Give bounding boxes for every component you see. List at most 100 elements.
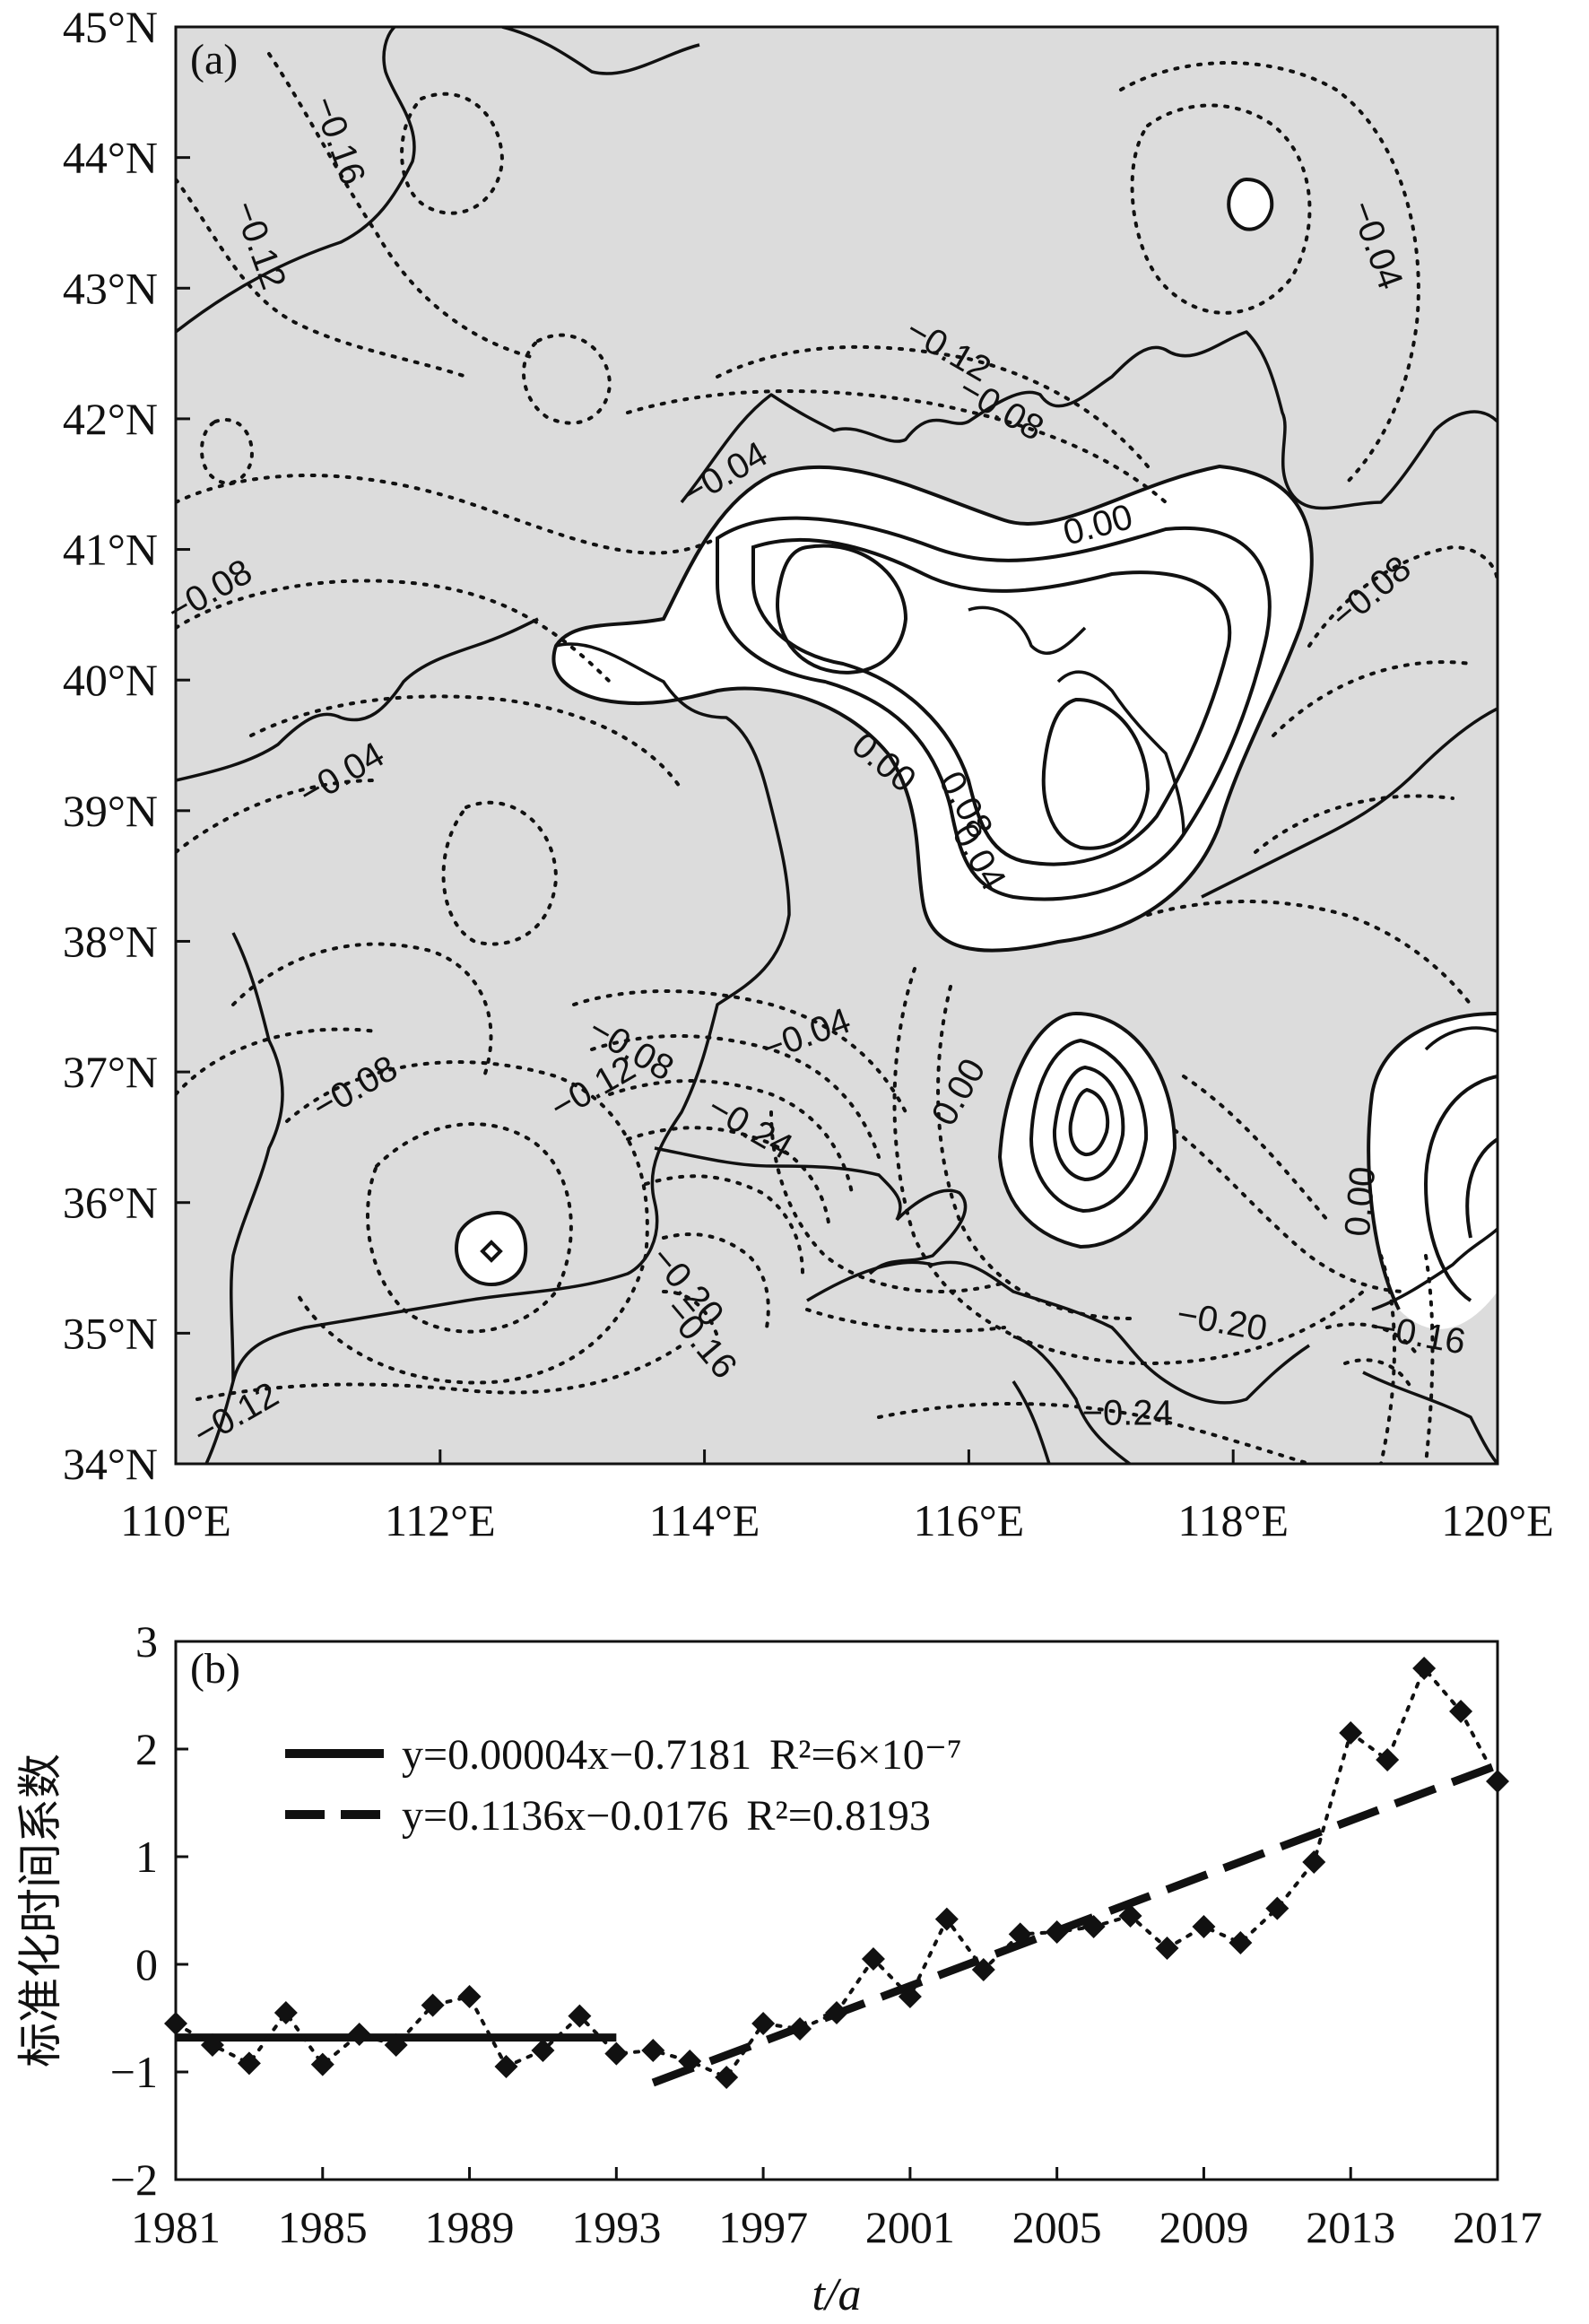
contour-line <box>441 800 559 946</box>
y-tick-label: 2 <box>135 1724 158 1774</box>
data-point <box>1376 1748 1400 1771</box>
x-tick-label: 116°E <box>914 1495 1025 1545</box>
y-tick-label: 42°N <box>63 394 158 444</box>
map-frame <box>174 25 1499 1466</box>
contour-line <box>1272 660 1472 737</box>
data-point <box>1192 1915 1216 1938</box>
y-axis-title: 标准化时间系数 <box>14 1754 66 2067</box>
contour-line <box>1173 1128 1410 1293</box>
y-tick-label: 36°N <box>63 1178 158 1228</box>
contour-line <box>1227 177 1274 231</box>
x-tick-label: 1997 <box>718 2202 808 2252</box>
x-tick-label: 2005 <box>1012 2202 1102 2252</box>
data-point <box>1412 1657 1437 1680</box>
boundary-line <box>1371 1227 1498 1311</box>
map-panel: (a) −0.16−0.12 −0.04−0.12−0.08−0.040.00−0… <box>63 2 1554 1545</box>
data-point <box>494 2055 518 2078</box>
positive-region-west <box>456 1213 526 1284</box>
data-point <box>347 2023 371 2046</box>
boundary-line <box>176 27 416 334</box>
panel-label-a: (a) <box>190 36 238 83</box>
positive-regions <box>456 466 1498 1329</box>
data-point <box>237 2051 261 2076</box>
map-x-ticks: 110°E 112°E 114°E 116°E 118°E 120°E <box>120 1449 1554 1545</box>
data-point <box>715 2066 739 2089</box>
contour-line <box>1465 1137 1498 1239</box>
legend-solid-label: y=0.00004x−0.7181 R²=6×10⁻⁷ <box>402 1731 962 1779</box>
data-point <box>678 2050 702 2073</box>
data-point <box>384 2033 408 2057</box>
y-tick-label: 3 <box>135 1616 158 1667</box>
x-tick-label: 114°E <box>649 1495 760 1545</box>
ts-x-ticks: 1981 1985 1989 1993 1997 2001 2005 2009 2013 2017 <box>131 2167 1542 2252</box>
data-point <box>898 1985 922 2008</box>
contour-line <box>285 1060 649 1385</box>
boundary-line <box>204 642 791 1464</box>
contour-line <box>176 474 719 555</box>
plot-frame <box>174 1640 1499 2181</box>
data-point <box>1008 1922 1032 1946</box>
contour-line <box>1379 1254 1396 1464</box>
contour-line <box>480 1240 503 1263</box>
boundary-line <box>654 1146 902 1221</box>
data-point <box>568 2004 592 2028</box>
data-point <box>1081 1915 1106 1938</box>
boundary-line <box>868 1188 968 1275</box>
contour-line <box>608 1079 854 1195</box>
data-point <box>421 1993 445 2017</box>
contour-line <box>176 178 468 379</box>
x-tick-label: 1985 <box>278 2202 368 2252</box>
x-tick-label: 2001 <box>865 2202 955 2252</box>
data-point <box>934 1907 959 1931</box>
contour-line <box>892 967 1365 1366</box>
contour-line <box>249 694 683 791</box>
y-tick-label: 34°N <box>63 1439 158 1489</box>
legend: y=0.00004x−0.7181 R²=6×10⁻⁷ y=0.1136x−0.0… <box>285 1731 962 1840</box>
boundary-line <box>501 27 700 75</box>
boundaries <box>176 27 1498 1464</box>
contour-line <box>936 985 1132 1320</box>
legend-dashed-label: y=0.1136x−0.0176 R²=0.8193 <box>402 1792 931 1840</box>
boundary-line <box>1424 1026 1498 1051</box>
data-point <box>788 2017 812 2041</box>
boundary-line <box>1012 1380 1051 1464</box>
y-tick-label: −2 <box>110 2154 158 2205</box>
data-point <box>1155 1937 1179 1960</box>
x-tick-label: 118°E <box>1177 1495 1289 1545</box>
boundary-line <box>1362 1371 1498 1464</box>
contour-line <box>231 942 493 1078</box>
data-point <box>457 1985 482 2008</box>
data-point <box>604 2041 629 2066</box>
y-tick-label: 40°N <box>63 655 158 705</box>
data-point <box>861 1947 885 1971</box>
contour-line <box>1068 1087 1110 1157</box>
contour-label: −0.24 <box>1082 1393 1173 1432</box>
contour-line <box>1325 1322 1419 1356</box>
contour-line <box>400 91 505 215</box>
y-tick-label: 39°N <box>63 786 158 836</box>
boundary-line <box>230 932 284 1382</box>
contour-line <box>776 544 908 675</box>
contour-line <box>751 537 1232 866</box>
contour-line <box>1343 1358 1414 1392</box>
contour-line <box>805 1308 1006 1333</box>
contour-line <box>455 1210 528 1286</box>
y-tick-label: 44°N <box>63 133 158 183</box>
x-tick-label: 112°E <box>385 1495 496 1545</box>
contour-line <box>644 1174 804 1275</box>
positive-region-center <box>1000 1014 1175 1247</box>
data-point <box>274 2001 298 2024</box>
contour-line <box>1041 697 1151 850</box>
contour-line <box>1367 1012 1498 1310</box>
map-contents <box>176 27 1498 1464</box>
y-tick-label: 35°N <box>63 1308 158 1358</box>
contour-line <box>1423 1075 1498 1302</box>
contour-line <box>1146 900 1472 1006</box>
x-tick-label: 1993 <box>571 2202 661 2252</box>
data-point <box>1045 1920 1069 1944</box>
data-point <box>751 2012 776 2035</box>
boundary-line <box>680 330 1498 510</box>
x-tick-label: 2013 <box>1306 2202 1395 2252</box>
y-tick-label: 0 <box>135 1939 158 1989</box>
